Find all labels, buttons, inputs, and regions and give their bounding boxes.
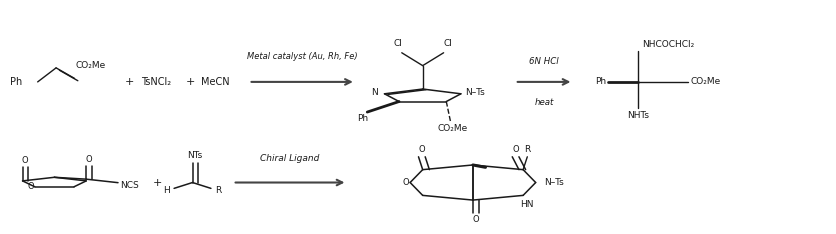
Text: Chiral Ligand: Chiral Ligand bbox=[260, 154, 319, 163]
Text: NHCOCHCl₂: NHCOCHCl₂ bbox=[641, 40, 693, 49]
Text: Cl: Cl bbox=[443, 39, 451, 48]
Text: NCS: NCS bbox=[120, 180, 139, 190]
Text: N–Ts: N–Ts bbox=[543, 178, 563, 187]
Text: CO₂Me: CO₂Me bbox=[437, 124, 467, 133]
Text: O: O bbox=[472, 215, 478, 224]
Text: +: + bbox=[152, 178, 162, 187]
Text: CO₂Me: CO₂Me bbox=[690, 77, 720, 86]
Text: O: O bbox=[85, 155, 92, 164]
Text: MeCN: MeCN bbox=[201, 77, 229, 87]
Text: NHTs: NHTs bbox=[626, 111, 648, 120]
Text: Cl: Cl bbox=[393, 39, 401, 48]
Text: +: + bbox=[125, 77, 135, 87]
Text: TsNCl₂: TsNCl₂ bbox=[140, 77, 171, 87]
Text: O: O bbox=[402, 178, 409, 187]
Text: R: R bbox=[523, 146, 530, 154]
Text: HN: HN bbox=[520, 200, 533, 209]
Text: R: R bbox=[215, 186, 221, 195]
Text: 6N HCl: 6N HCl bbox=[528, 57, 558, 66]
Text: heat: heat bbox=[533, 98, 553, 107]
Text: H: H bbox=[163, 186, 170, 195]
Text: N: N bbox=[370, 88, 377, 97]
Text: +: + bbox=[185, 77, 195, 87]
Text: O: O bbox=[22, 156, 28, 165]
Text: O: O bbox=[28, 182, 33, 191]
Text: Ph: Ph bbox=[357, 114, 368, 123]
Text: O: O bbox=[512, 146, 518, 154]
Text: Metal catalyst (Au, Rh, Fe): Metal catalyst (Au, Rh, Fe) bbox=[247, 52, 357, 61]
Text: NTs: NTs bbox=[187, 151, 202, 160]
Text: CO₂Me: CO₂Me bbox=[75, 61, 105, 70]
Text: Ph: Ph bbox=[594, 77, 605, 86]
Text: Ph: Ph bbox=[10, 77, 23, 87]
Text: O: O bbox=[418, 146, 425, 154]
Text: N–Ts: N–Ts bbox=[465, 88, 484, 97]
